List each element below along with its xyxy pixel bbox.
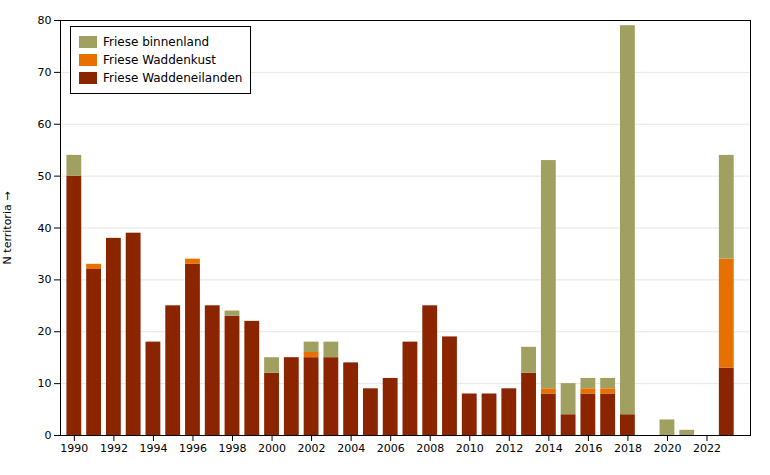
svg-text:0: 0 bbox=[45, 429, 52, 442]
svg-text:2010: 2010 bbox=[456, 442, 484, 455]
html-text:Friese binnenland: Friese binnenland bbox=[103, 35, 210, 49]
html-text:Friese Waddenkust: Friese Waddenkust bbox=[103, 53, 216, 67]
svg-text:2020: 2020 bbox=[653, 442, 681, 455]
svg-text:2016: 2016 bbox=[574, 442, 602, 455]
svg-text:80: 80 bbox=[38, 14, 52, 27]
svg-text:2022: 2022 bbox=[693, 442, 721, 455]
svg-text:2018: 2018 bbox=[614, 442, 642, 455]
svg-text:2012: 2012 bbox=[495, 442, 523, 455]
svg-text:1990: 1990 bbox=[60, 442, 88, 455]
svg-text:2006: 2006 bbox=[377, 442, 405, 455]
svg-text:2000: 2000 bbox=[258, 442, 286, 455]
svg-text:2004: 2004 bbox=[337, 442, 365, 455]
svg-text:1992: 1992 bbox=[100, 442, 128, 455]
svg-text:1994: 1994 bbox=[139, 442, 167, 455]
svg-text:40: 40 bbox=[38, 222, 52, 235]
svg-text:30: 30 bbox=[38, 273, 52, 286]
html-text:Friese Waddeneilanden: Friese Waddeneilanden bbox=[103, 71, 243, 85]
svg-text:2008: 2008 bbox=[416, 442, 444, 455]
svg-text:2014: 2014 bbox=[535, 442, 563, 455]
svg-text:60: 60 bbox=[38, 118, 52, 131]
svg-text:50: 50 bbox=[38, 170, 52, 183]
svg-text:20: 20 bbox=[38, 325, 52, 338]
svg-text:1996: 1996 bbox=[179, 442, 207, 455]
svg-text:70: 70 bbox=[38, 66, 52, 79]
svg-text:1998: 1998 bbox=[219, 442, 247, 455]
svg-text:N territoria →: N territoria → bbox=[1, 192, 14, 265]
svg-text:2002: 2002 bbox=[298, 442, 326, 455]
svg-text:10: 10 bbox=[38, 377, 52, 390]
